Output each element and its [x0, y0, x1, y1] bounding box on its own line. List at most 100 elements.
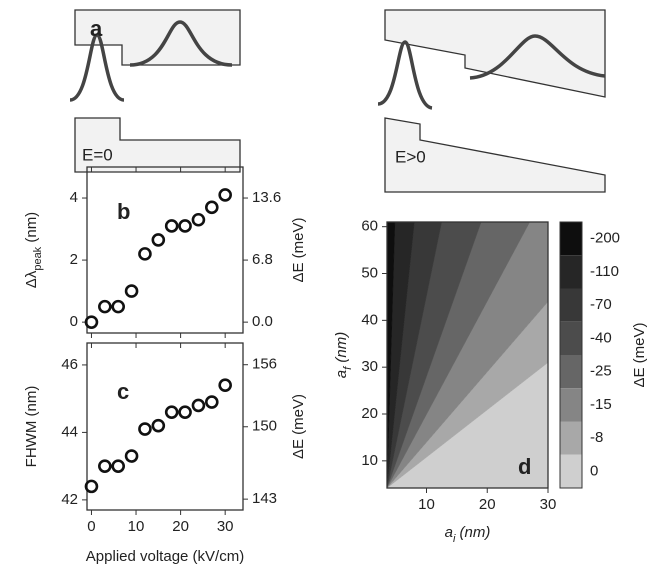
wavefunction	[129, 20, 233, 67]
colorbar-label: -110	[590, 263, 619, 280]
contour-band	[387, 222, 548, 488]
data-point	[124, 449, 139, 463]
y-tick-label: 0	[70, 313, 78, 330]
x-tick-label: 10	[128, 518, 145, 535]
data-point	[164, 405, 179, 419]
data-point	[205, 395, 219, 409]
colorbar-label: 0	[590, 462, 598, 479]
colorbar-label: -25	[590, 363, 612, 380]
contour-line	[386, 221, 442, 489]
data-point	[98, 459, 112, 473]
schematic: a E=0 E>0	[69, 9, 606, 193]
label-part: (nm)	[23, 212, 40, 247]
data-point	[178, 405, 192, 419]
y2-tick-label: 156	[252, 356, 277, 373]
data-point	[151, 233, 166, 247]
data-point	[164, 219, 179, 233]
label-part: i	[453, 533, 456, 545]
panel-label: a	[90, 16, 103, 41]
colorbar-frame	[559, 221, 583, 489]
axis-label: af (nm)	[333, 332, 354, 378]
y2-tick-label: 143	[252, 490, 277, 507]
colorbar-cell	[560, 388, 582, 422]
wavefunction	[469, 34, 606, 80]
wavefunction	[69, 33, 125, 102]
y-tick-label: 50	[361, 264, 378, 281]
data-point	[138, 422, 152, 436]
y2-axis-label: ΔE (meV)	[290, 217, 307, 282]
colorbar-cell	[560, 454, 582, 488]
panel-label: b	[117, 199, 130, 224]
wavefunction	[377, 40, 433, 110]
y2-tick-label: 6.8	[252, 251, 273, 268]
y2-tick-label: 13.6	[252, 189, 281, 206]
colorbar-cell	[560, 321, 582, 355]
y2-tick-label: 0.0	[252, 313, 273, 330]
data-point	[138, 247, 152, 261]
field-label: E=0	[82, 145, 113, 164]
field-label: E>0	[395, 147, 426, 166]
data-point	[98, 299, 112, 314]
plot-frame	[386, 221, 549, 489]
axis-label: ai (nm)	[445, 524, 491, 545]
colorbar-label: -200	[590, 230, 620, 247]
data-point	[218, 188, 232, 202]
y-tick-label: 2	[70, 251, 78, 268]
colorbar-cell	[560, 421, 582, 455]
contour-line	[386, 221, 396, 489]
data-point	[191, 398, 206, 413]
label-part: f	[342, 366, 354, 370]
data-point	[111, 299, 125, 314]
label-part: Δλ	[23, 270, 40, 288]
colorbar-label: -15	[590, 396, 612, 413]
colorbar-cell	[560, 355, 582, 389]
y-tick-label: 42	[61, 491, 78, 508]
data-point	[124, 284, 139, 298]
label-part: (nm)	[455, 524, 490, 541]
barrier-block	[384, 9, 606, 98]
label-part: FHWM (nm)	[23, 386, 40, 468]
colorbar-label: -8	[590, 429, 603, 446]
data-point	[205, 200, 219, 215]
y-tick-label: 40	[361, 311, 378, 328]
axis-label: FHWM (nm)	[23, 386, 40, 468]
y-tick-label: 20	[361, 405, 378, 422]
x-tick-label: 20	[479, 496, 496, 513]
label-part: a	[333, 370, 350, 378]
contour-line	[386, 221, 482, 489]
label-part: peak	[32, 246, 44, 270]
colorbar-label: -70	[590, 296, 612, 313]
y2-axis-label: ΔE (meV)	[290, 394, 307, 459]
contour-line	[386, 221, 415, 489]
plot-frame	[86, 166, 244, 334]
data-point	[218, 378, 232, 392]
data-point	[111, 459, 125, 473]
x-tick-label: 30	[540, 496, 557, 513]
contour-line	[386, 221, 530, 489]
barrier-block	[74, 117, 241, 173]
y2-tick-label: 150	[252, 418, 277, 435]
x-tick-label: 20	[172, 518, 189, 535]
colorbar-cell	[560, 222, 582, 256]
x-axis-label: Applied voltage (kV/cm)	[86, 548, 244, 565]
y-tick-label: 60	[361, 218, 378, 235]
colorbar-cell	[560, 288, 582, 322]
barrier-block	[384, 117, 606, 193]
data-point	[178, 219, 192, 233]
x-tick-label: 10	[418, 496, 435, 513]
colorbar-label: -40	[590, 329, 612, 346]
panel-label: d	[518, 454, 531, 479]
label-part: (nm)	[333, 332, 350, 367]
y-tick-label: 46	[61, 356, 78, 373]
axis-label: Δλpeak (nm)	[23, 212, 44, 288]
colorbar-cell	[560, 255, 582, 289]
x-tick-label: 30	[217, 518, 234, 535]
barrier-block	[74, 9, 241, 66]
y-tick-label: 4	[70, 189, 78, 206]
panel-label: c	[117, 379, 129, 404]
data-point	[84, 479, 99, 494]
contour-line	[386, 362, 549, 489]
data-point	[151, 418, 166, 433]
contour-line	[386, 301, 549, 489]
